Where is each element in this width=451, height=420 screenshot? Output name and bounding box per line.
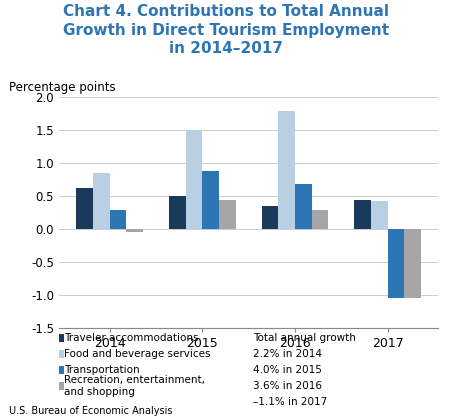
Text: Food and beverage services: Food and beverage services	[64, 349, 211, 359]
Bar	[110, 210, 126, 228]
Bar	[126, 228, 143, 232]
Text: 4.0% in 2015: 4.0% in 2015	[253, 365, 321, 375]
Text: –1.1% in 2017: –1.1% in 2017	[253, 397, 327, 407]
Text: 3.6% in 2016: 3.6% in 2016	[253, 381, 322, 391]
Bar	[76, 188, 93, 228]
Bar	[370, 201, 387, 228]
Bar	[387, 228, 403, 298]
Bar	[169, 196, 185, 228]
Bar	[311, 210, 327, 228]
Text: Recreation, entertainment,
and shopping: Recreation, entertainment, and shopping	[64, 375, 205, 397]
Text: Transportation: Transportation	[64, 365, 140, 375]
Text: Chart 4. Contributions to Total Annual
Growth in Direct Tourism Employment
in 20: Chart 4. Contributions to Total Annual G…	[63, 4, 388, 56]
Text: Total annual growth: Total annual growth	[253, 333, 355, 343]
Text: U.S. Bureau of Economic Analysis: U.S. Bureau of Economic Analysis	[9, 406, 172, 416]
Text: Percentage points: Percentage points	[9, 81, 116, 94]
Bar	[202, 171, 218, 228]
Bar	[294, 184, 311, 228]
Bar	[403, 228, 420, 298]
Text: 2.2% in 2014: 2.2% in 2014	[253, 349, 322, 359]
Bar	[218, 200, 235, 228]
Bar	[354, 200, 370, 228]
Text: Traveler accommodations: Traveler accommodations	[64, 333, 198, 343]
Bar	[261, 205, 278, 228]
Bar	[93, 173, 110, 228]
Bar	[185, 130, 202, 228]
Bar	[278, 111, 294, 228]
